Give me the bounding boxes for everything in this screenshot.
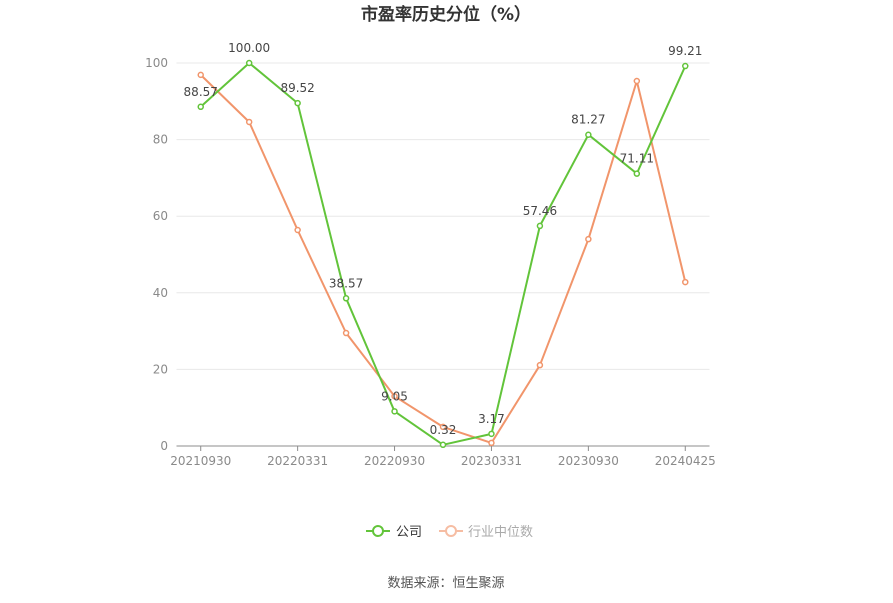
industry-median-point bbox=[682, 278, 689, 286]
legend-item-industry-median[interactable]: 行业中位数 bbox=[439, 525, 533, 540]
company-data-label: 38.57 bbox=[329, 276, 363, 290]
company-data-label: 88.57 bbox=[184, 85, 218, 99]
series-layer bbox=[197, 59, 689, 449]
x-tick-label: 20240425 bbox=[655, 454, 716, 468]
industry-median-point bbox=[197, 71, 204, 79]
data-labels: 88.57 100.00 89.52 38.57 9.05 0.32 3.17 57.46 81… bbox=[184, 41, 703, 437]
y-tick-label: 80 bbox=[153, 133, 168, 147]
company-point bbox=[488, 430, 495, 438]
legend-circle-icon bbox=[445, 525, 457, 537]
company-line bbox=[200, 62, 687, 446]
company-point bbox=[682, 62, 689, 70]
industry-median-point bbox=[633, 77, 641, 85]
company-data-label: 3.17 bbox=[478, 412, 505, 426]
x-tick-label: 20220331 bbox=[267, 454, 328, 468]
industry-median-point bbox=[342, 329, 350, 337]
x-axis: 20210930 20220331 20220930 20230331 20230930… bbox=[170, 445, 716, 468]
y-tick-label: 0 bbox=[160, 439, 168, 453]
company-data-label: 9.05 bbox=[381, 389, 408, 403]
y-tick-label: 20 bbox=[153, 362, 168, 376]
company-point bbox=[197, 103, 204, 111]
company-point bbox=[585, 131, 592, 138]
company-data-label: 100.00 bbox=[228, 41, 270, 55]
company-point bbox=[294, 99, 301, 107]
legend-circle-icon bbox=[372, 525, 384, 537]
company-point bbox=[633, 170, 641, 177]
company-point bbox=[439, 441, 447, 449]
x-tick-label: 20230930 bbox=[558, 454, 619, 468]
industry-median-point bbox=[488, 439, 495, 447]
data-source-note: 数据来源：恒生聚源 bbox=[387, 576, 504, 591]
company-data-label: 89.52 bbox=[280, 81, 314, 95]
industry-median-point bbox=[245, 118, 253, 126]
company-data-label: 57.46 bbox=[523, 204, 557, 218]
legend-label-industry-median: 行业中位数 bbox=[468, 525, 533, 540]
legend-label-company: 公司 bbox=[396, 525, 422, 540]
industry-median-point bbox=[585, 235, 592, 243]
company-point bbox=[342, 295, 350, 302]
y-tick-label: 60 bbox=[153, 209, 168, 223]
gridlines bbox=[176, 62, 710, 370]
x-tick-label: 20220930 bbox=[364, 454, 425, 468]
legend-item-company[interactable]: 公司 bbox=[366, 525, 422, 540]
chart-title: 市盈率历史分位（%） bbox=[361, 4, 531, 25]
industry-median-line bbox=[200, 74, 687, 444]
y-tick-label: 40 bbox=[153, 286, 168, 300]
company-point bbox=[245, 59, 253, 67]
legend: 公司 行业中位数 bbox=[366, 525, 533, 540]
x-tick-label: 20210930 bbox=[170, 454, 231, 468]
company-data-label: 0.32 bbox=[430, 423, 457, 437]
company-point bbox=[391, 408, 398, 415]
x-tick-label: 20230331 bbox=[461, 454, 522, 468]
industry-median-point bbox=[294, 226, 301, 234]
industry-median-point bbox=[391, 392, 398, 400]
y-axis: 0 20 40 60 80 100 bbox=[145, 56, 168, 453]
company-data-label: 81.27 bbox=[571, 113, 605, 127]
y-tick-label: 100 bbox=[145, 56, 168, 70]
company-point bbox=[536, 222, 544, 230]
industry-median-point bbox=[536, 361, 544, 369]
company-data-label: 71.11 bbox=[620, 152, 654, 166]
company-data-label: 99.21 bbox=[668, 44, 702, 58]
industry-median-point bbox=[439, 423, 447, 431]
